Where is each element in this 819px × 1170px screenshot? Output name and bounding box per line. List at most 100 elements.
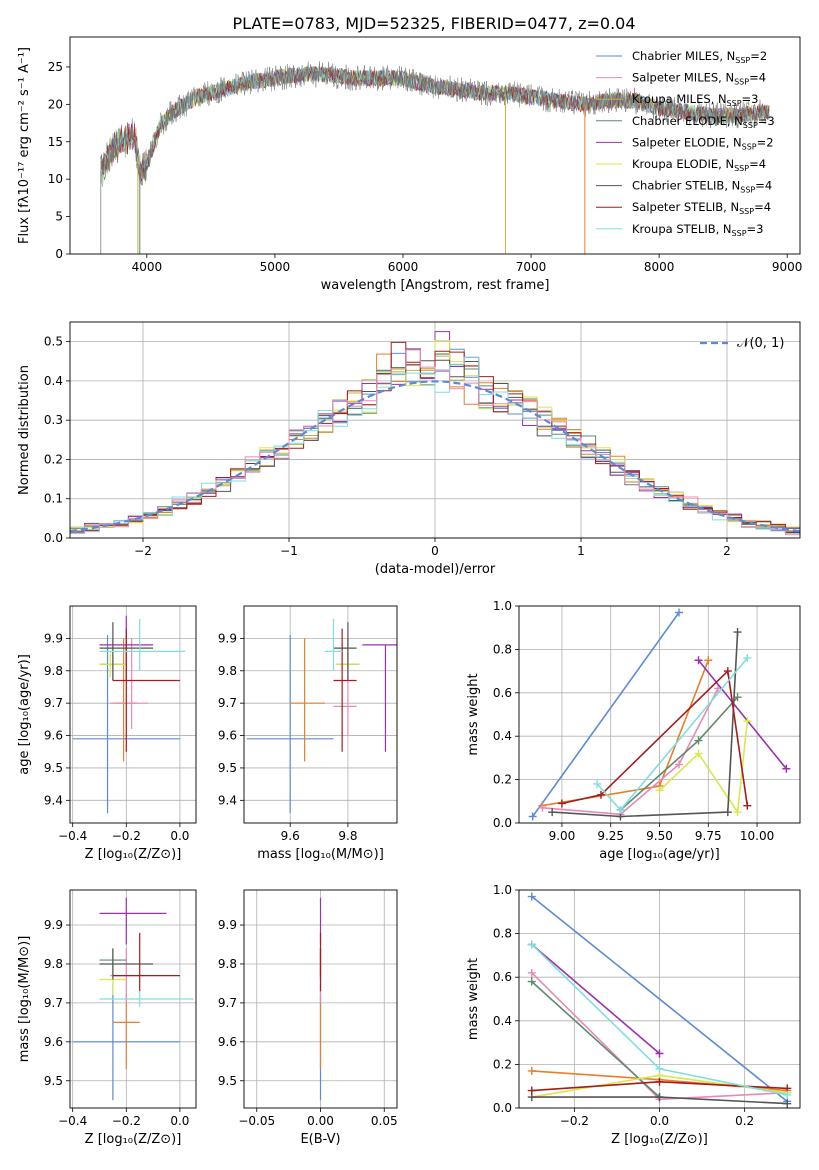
y-tick-label: 25 xyxy=(48,60,63,74)
y-tick-label: 9.5 xyxy=(44,1074,63,1088)
weight-marker xyxy=(694,736,703,745)
plot-frame xyxy=(518,605,801,824)
y-tick-label: 9.4 xyxy=(218,793,237,807)
histogram-step xyxy=(70,349,800,536)
age-vs-Z-panel: −0.4 −0.2 0.0 9.4 9.5 9.6 9.7 9.8 9.9 Z [log₁₀(Z/… xyxy=(17,605,197,862)
y-tick-label: 9.8 xyxy=(44,664,63,678)
y-tick-label: 9.5 xyxy=(218,761,237,775)
x-tick-label: 8000 xyxy=(644,260,675,274)
weight-marker xyxy=(596,790,605,799)
weight-marker xyxy=(527,977,536,986)
plot-frame xyxy=(69,889,197,1109)
weight-marker xyxy=(527,940,536,949)
spectrum-data-line xyxy=(100,61,770,180)
weight-marker xyxy=(616,805,625,814)
x-axis-label: age [log₁₀(age/yr)] xyxy=(599,847,720,862)
weight-marker xyxy=(548,808,557,817)
x-tick-label: −1 xyxy=(280,544,298,558)
x-tick-label: −0.2 xyxy=(112,829,141,843)
plot-frame xyxy=(69,36,801,255)
weight-marker xyxy=(783,1099,792,1108)
x-tick-label: −0.4 xyxy=(58,1114,87,1128)
x-tick-label: 1 xyxy=(577,544,585,558)
x-tick-label: 0 xyxy=(431,544,439,558)
weight-marker xyxy=(527,1086,536,1095)
x-tick-label: 9.8 xyxy=(338,829,357,843)
x-tick-label: 0.00 xyxy=(307,1114,334,1128)
weight-marker xyxy=(655,1077,664,1086)
x-tick-label: 2 xyxy=(723,544,731,558)
weight-marker xyxy=(723,808,732,817)
weight-line xyxy=(658,720,749,815)
weight-marker xyxy=(783,1090,792,1099)
y-tick-label: 1.0 xyxy=(493,599,512,613)
x-tick-label: −0.4 xyxy=(58,829,87,843)
errorbar-points xyxy=(72,897,194,1101)
x-tick-label: 9.25 xyxy=(597,829,624,843)
weight-marker xyxy=(655,1093,664,1102)
y-tick-label: 9.6 xyxy=(218,1035,237,1049)
legend-label: Kroupa ELODIE, NSSP=4 xyxy=(632,157,766,173)
y-tick-label: 9.7 xyxy=(44,696,63,710)
weight-line xyxy=(531,943,661,1055)
y-tick-label: 9.9 xyxy=(218,918,237,932)
x-tick-label: 0.0 xyxy=(650,1114,669,1128)
y-tick-label: 0.3 xyxy=(44,413,63,427)
figure-title: PLATE=0783, MJD=52325, FIBERID=0477, z=0… xyxy=(232,14,635,33)
legend-label: Salpeter ELODIE, NSSP=2 xyxy=(632,135,774,151)
x-tick-label: 9.6 xyxy=(281,829,300,843)
weight-marker xyxy=(743,654,752,663)
y-tick-label: 0.0 xyxy=(493,816,512,830)
weight-line xyxy=(697,659,787,770)
y-tick-label: 0.2 xyxy=(493,773,512,787)
legend-label: 𝒩(0, 1) xyxy=(737,336,784,351)
y-axis-label: mass weight xyxy=(466,958,481,1040)
x-tick-label: 0.0 xyxy=(170,829,189,843)
weight-line xyxy=(532,612,680,817)
x-axis-label: (data-model)/error xyxy=(375,562,496,577)
weight-marker xyxy=(694,749,703,758)
y-tick-label: 9.6 xyxy=(218,729,237,743)
y-tick-label: 9.4 xyxy=(44,793,63,807)
y-tick-label: 0.8 xyxy=(493,642,512,656)
weight-vs-Z-panel: −0.2 0.0 0.2 0.0 0.2 0.4 0.6 0.8 1.0 Z [log₁₀(Z/Z… xyxy=(466,883,801,1147)
x-axis-label: mass [log₁₀(M/M⊙)] xyxy=(257,847,384,862)
y-tick-label: 0.4 xyxy=(493,1014,512,1028)
weight-line xyxy=(542,660,710,807)
y-axis-label: mass weight xyxy=(466,673,481,755)
residuals-panel: −2 −1 0 1 2 0.0 0.1 0.2 0.3 0.4 0.5 (data-model)/er… xyxy=(17,321,801,577)
weight-series xyxy=(528,608,791,821)
x-tick-label: 9.00 xyxy=(549,829,576,843)
weight-marker xyxy=(655,1049,664,1058)
x-tick-label: 0.2 xyxy=(735,1114,754,1128)
weight-marker xyxy=(557,799,566,808)
y-tick-label: 9.6 xyxy=(44,729,63,743)
weight-marker xyxy=(743,801,752,810)
weight-marker xyxy=(733,808,742,817)
spectrum-lines xyxy=(100,61,770,254)
x-tick-label: 4000 xyxy=(132,260,163,274)
y-tick-label: 5 xyxy=(55,210,63,224)
x-tick-label: 9.50 xyxy=(646,829,673,843)
weight-marker xyxy=(723,667,732,676)
histogram-step xyxy=(70,341,800,534)
legend-label: Chabrier STELIB, NSSP=4 xyxy=(632,179,772,195)
plot-frame xyxy=(69,321,801,539)
legend-label: Kroupa MILES, NSSP=3 xyxy=(632,92,758,108)
y-tick-label: 0.0 xyxy=(493,1101,512,1115)
y-tick-label: 10 xyxy=(48,172,63,186)
x-tick-label: −0.2 xyxy=(560,1114,589,1128)
y-tick-label: 1.0 xyxy=(493,883,512,897)
x-axis-label: Z [log₁₀(Z/Z⊙)] xyxy=(85,847,182,862)
plot-frame xyxy=(243,605,398,824)
y-tick-label: 15 xyxy=(48,135,63,149)
weight-marker xyxy=(655,786,664,795)
y-tick-label: 0.6 xyxy=(493,686,512,700)
weight-marker xyxy=(704,656,713,665)
errorbar-points xyxy=(72,615,186,814)
spectrum-panel: 4000 5000 6000 7000 8000 9000 0 5 10 15 20 25 wavele… xyxy=(17,36,802,293)
y-tick-label: 0.5 xyxy=(44,335,63,349)
legend-label: Chabrier MILES, NSSP=2 xyxy=(632,49,767,65)
weight-marker xyxy=(782,764,791,773)
weight-marker xyxy=(538,803,547,812)
